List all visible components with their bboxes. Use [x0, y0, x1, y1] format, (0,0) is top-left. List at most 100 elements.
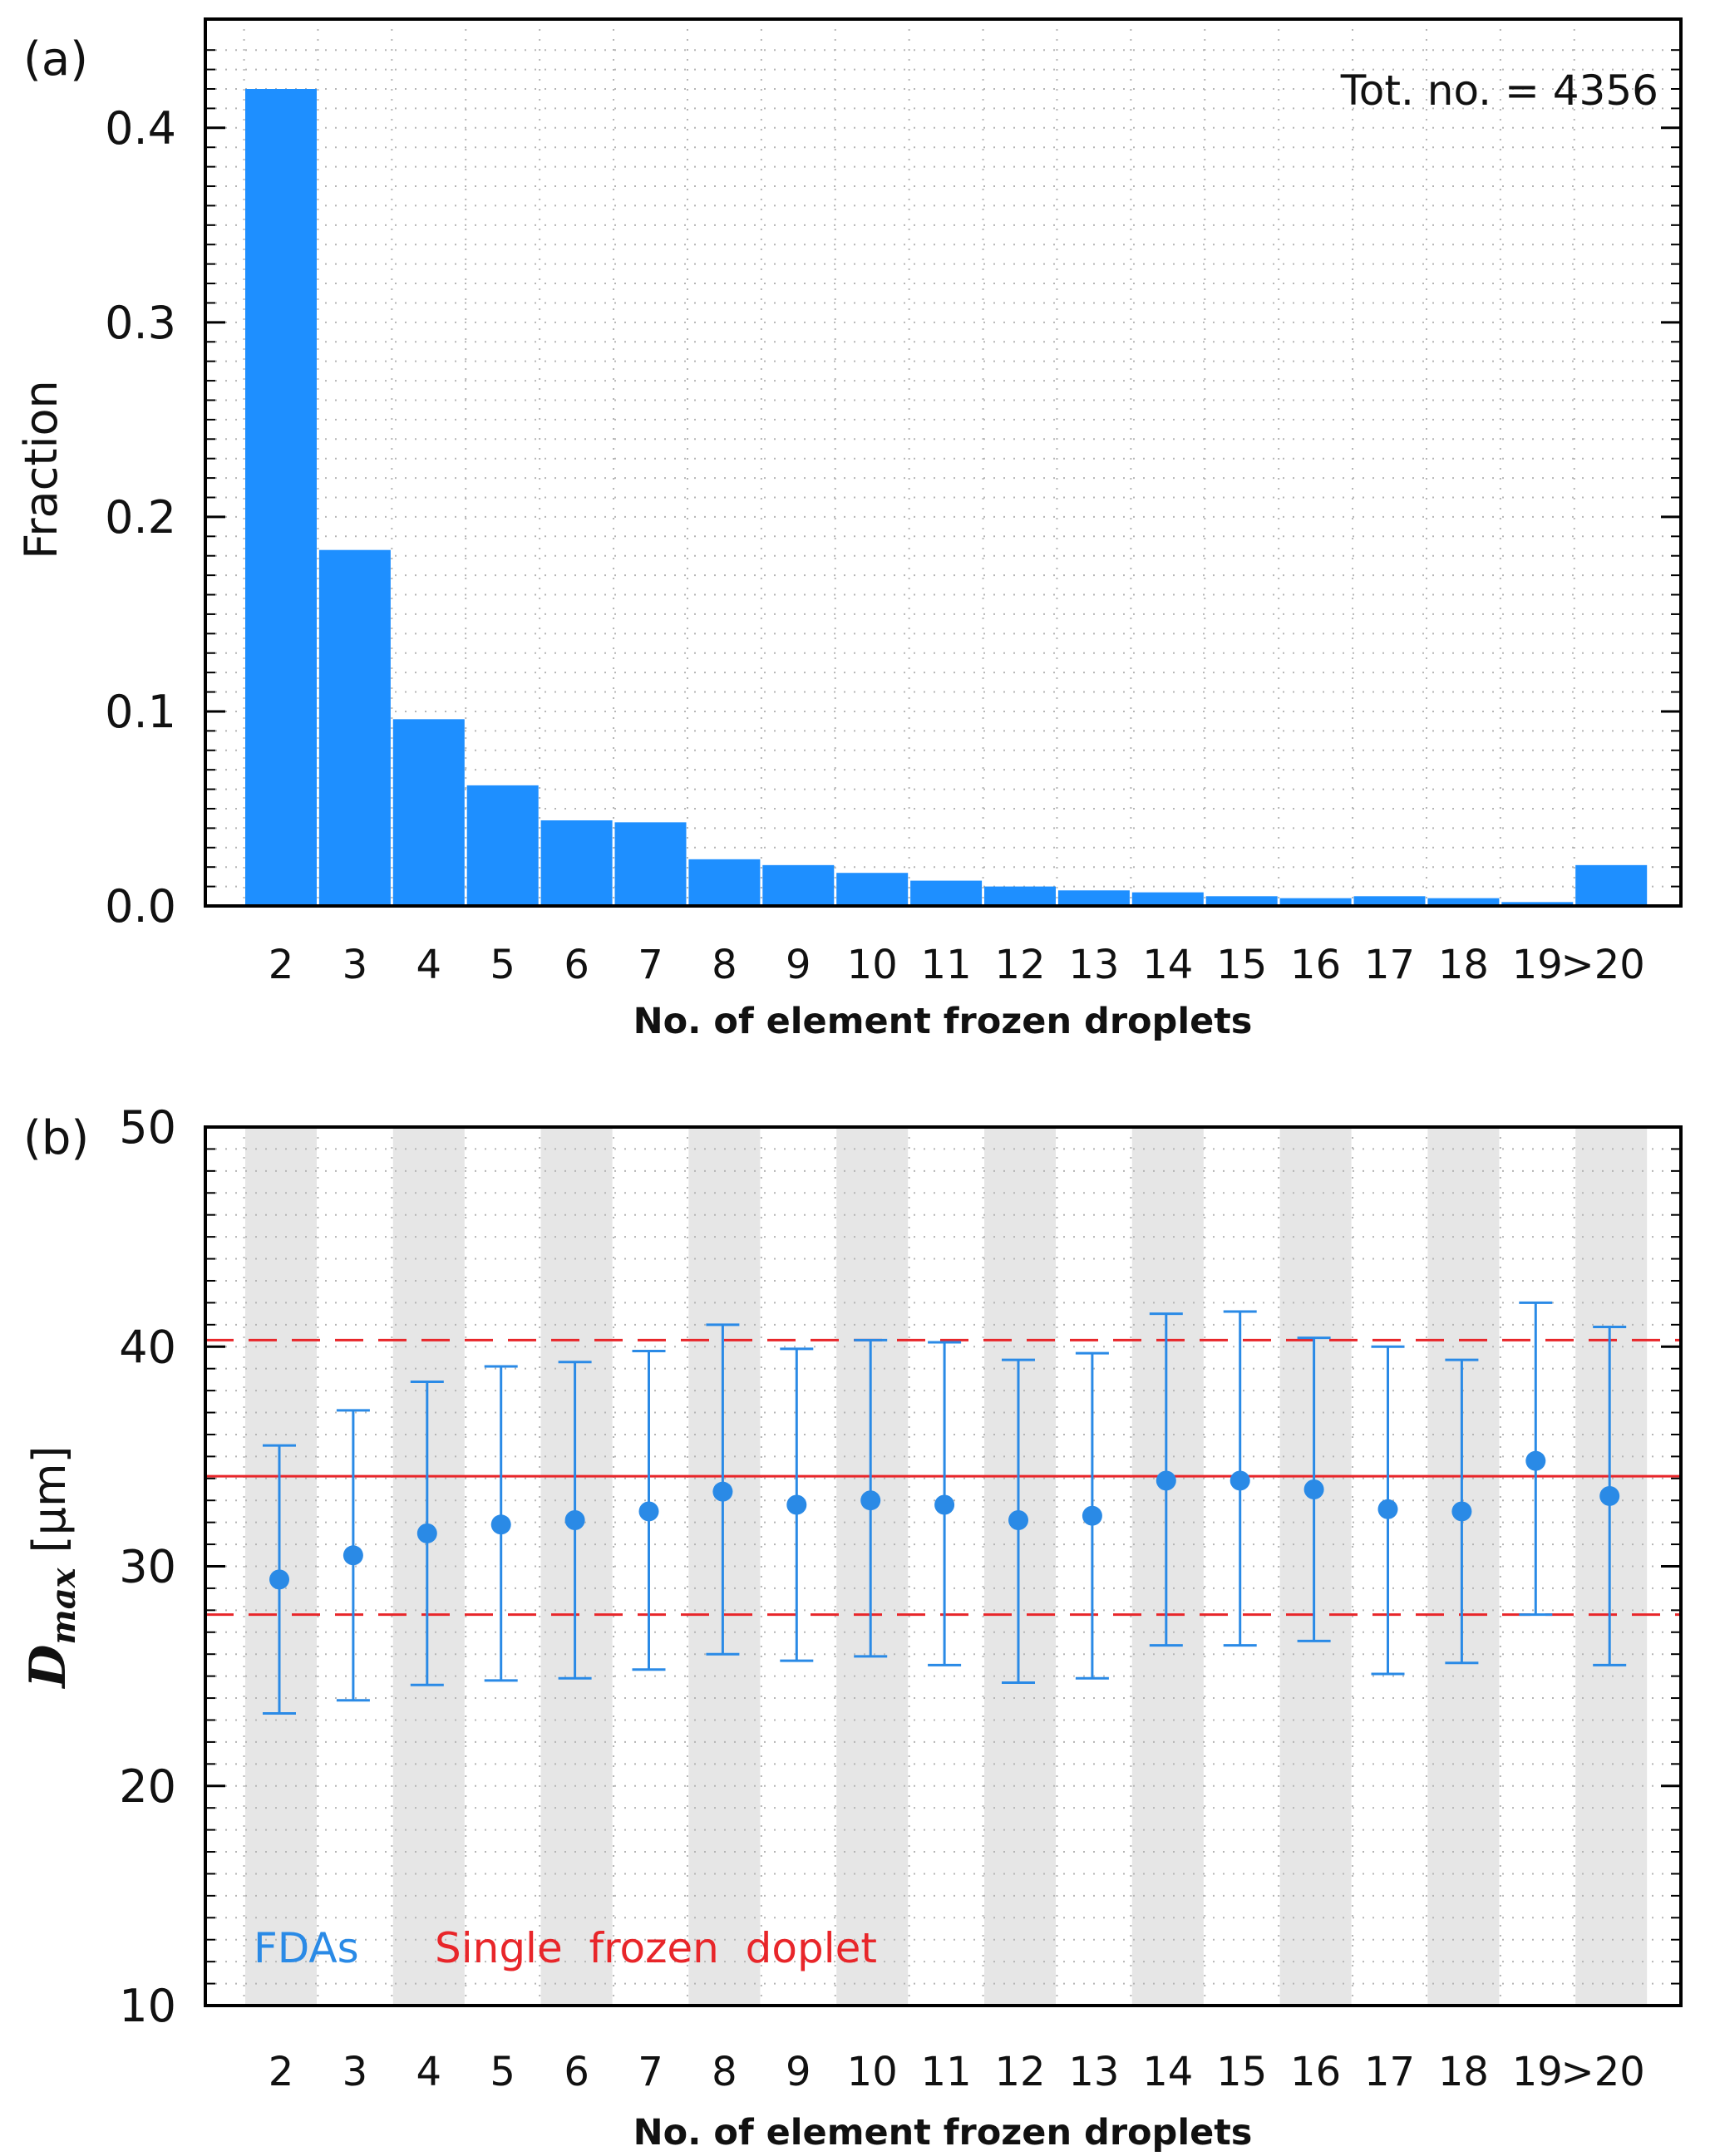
x-tick-label: 7	[638, 942, 663, 988]
x-tick-label: 14	[1142, 942, 1193, 988]
bar-6	[540, 820, 613, 906]
bar-9	[762, 864, 835, 906]
shaded-column	[245, 1127, 317, 2006]
mean-point-11	[934, 1494, 955, 1515]
x-tick-label: 11	[921, 2049, 972, 2095]
y-tick-label: 40	[119, 1321, 176, 1373]
bar-4	[392, 719, 465, 906]
y-tick-label: 0.4	[105, 102, 176, 155]
x-tick-label: 2	[269, 2049, 294, 2095]
mean-point-3	[342, 1545, 363, 1566]
x-tick-label: 16	[1290, 2049, 1341, 2095]
x-tick-label: 6	[564, 2049, 589, 2095]
x-tick-label: 17	[1364, 2049, 1415, 2095]
mean-point->20	[1599, 1485, 1620, 1506]
x-tick-label: 17	[1364, 942, 1415, 988]
legend-single-frozen-droplet: Single frozen doplet	[435, 1924, 877, 1972]
panel-a: 0.0 0.1 0.2 0.3 0.4 (a) Tot. no. = 4356 Frac…	[15, 17, 1683, 1042]
y-tick-label: 0.1	[105, 686, 176, 738]
bar-2	[245, 89, 317, 906]
bar-16	[1279, 898, 1352, 906]
mean-point-17	[1377, 1499, 1398, 1519]
x-tick-label: 19	[1512, 942, 1563, 988]
legend-fdas: FDAs	[254, 1924, 359, 1972]
panel-b-ticks: 10 20 30 40 50	[119, 1101, 1681, 2032]
shaded-column	[1131, 1127, 1204, 2006]
x-tick-label: 8	[712, 942, 737, 988]
x-tick-label: >20	[1561, 2049, 1645, 2095]
x-tick-label: 11	[921, 942, 972, 988]
panel-b-label: (b)	[23, 1111, 89, 1165]
x-tick-label: 3	[342, 2049, 368, 2095]
panel-b-ylabel: Dmax [μm]	[19, 1445, 83, 1689]
mean-point-16	[1303, 1479, 1324, 1500]
bar-11	[910, 880, 983, 906]
x-tick-label: 5	[490, 2049, 515, 2095]
shaded-column	[836, 1127, 909, 2006]
y-tick-label: 20	[119, 1760, 176, 1813]
x-tick-label: 3	[342, 942, 368, 988]
x-tick-label: 10	[847, 2049, 898, 2095]
x-tick-label: 15	[1216, 942, 1267, 988]
mean-point-12	[1008, 1510, 1028, 1531]
x-tick-label: 16	[1290, 942, 1341, 988]
mean-point-13	[1082, 1505, 1102, 1526]
bar-8	[688, 859, 761, 906]
panel-a-grid	[205, 19, 1681, 906]
x-tick-label: 8	[712, 2049, 737, 2095]
y-tick-label: 50	[119, 1101, 176, 1154]
x-tick-label: 19	[1512, 2049, 1563, 2095]
x-tick-label: 10	[847, 942, 898, 988]
x-tick-label: 4	[416, 942, 442, 988]
panel-b-reference-lines	[205, 1338, 1681, 1617]
bar-17	[1353, 896, 1426, 906]
x-tick-label: 14	[1142, 2049, 1193, 2095]
panel-b-ylabel-unit: [μm]	[23, 1445, 76, 1553]
bar-5	[466, 785, 539, 906]
panel-a-frame	[204, 17, 1683, 908]
bar-10	[836, 873, 909, 906]
y-tick-label: 0.0	[105, 880, 176, 933]
panel-a-x-tick-labels: 2 3 4 5 6 7 8 9 10 11 12 13 14 15 16 17 18 19>20	[269, 942, 1645, 988]
y-tick-label: 10	[119, 1980, 176, 2032]
mean-point-19	[1525, 1450, 1546, 1471]
mean-point-9	[786, 1494, 807, 1515]
panel-b: 10 20 30 40 50 (b) Dmax [μm] FDAs Single froz…	[19, 1101, 1683, 2154]
panel-a-label: (a)	[23, 32, 88, 86]
mean-point-15	[1230, 1470, 1250, 1491]
x-tick-label: 2	[269, 942, 294, 988]
mean-point-14	[1156, 1470, 1176, 1491]
x-tick-label: 6	[564, 942, 589, 988]
mean-point-8	[712, 1481, 733, 1502]
panel-b-xlabel: No. of element frozen droplets	[633, 2112, 1253, 2154]
panel-b-shaded-columns	[245, 1127, 1648, 2006]
bar-12	[984, 886, 1056, 906]
x-tick-label: 5	[490, 942, 515, 988]
bar-18	[1427, 898, 1500, 906]
x-tick-label: 4	[416, 2049, 442, 2095]
y-tick-label: 0.2	[105, 491, 176, 544]
bar-19	[1501, 902, 1574, 906]
panel-b-ylabel-subscript: max	[44, 1567, 83, 1644]
mean-point-4	[416, 1523, 437, 1543]
x-tick-label: 13	[1068, 942, 1119, 988]
mean-point-2	[269, 1569, 289, 1590]
y-tick-label: 30	[119, 1541, 176, 1593]
shaded-column	[392, 1127, 465, 2006]
mean-point-7	[638, 1501, 659, 1522]
svg-text:Dmax[μm]: Dmax [μm]	[19, 1445, 83, 1689]
x-tick-label: 15	[1216, 2049, 1267, 2095]
panel-b-x-tick-labels: 2 3 4 5 6 7 8 9 10 11 12 13 14 15 16 17 18 19>20	[269, 2049, 1645, 2095]
x-tick-label: 18	[1438, 2049, 1489, 2095]
bar-3	[318, 549, 391, 906]
panel-a-annotation: Tot. no. = 4356	[1340, 66, 1658, 115]
x-tick-label: 18	[1438, 942, 1489, 988]
x-tick-label: 9	[786, 2049, 811, 2095]
panel-a-ylabel: Fraction	[15, 380, 67, 559]
panel-b-error-bars	[263, 1301, 1627, 1715]
panel-b-ylabel-symbol: D	[19, 1645, 77, 1690]
x-tick-label: 12	[994, 2049, 1045, 2095]
x-tick-label: 13	[1068, 2049, 1119, 2095]
mean-point-10	[860, 1490, 881, 1511]
mean-point-18	[1451, 1501, 1472, 1522]
